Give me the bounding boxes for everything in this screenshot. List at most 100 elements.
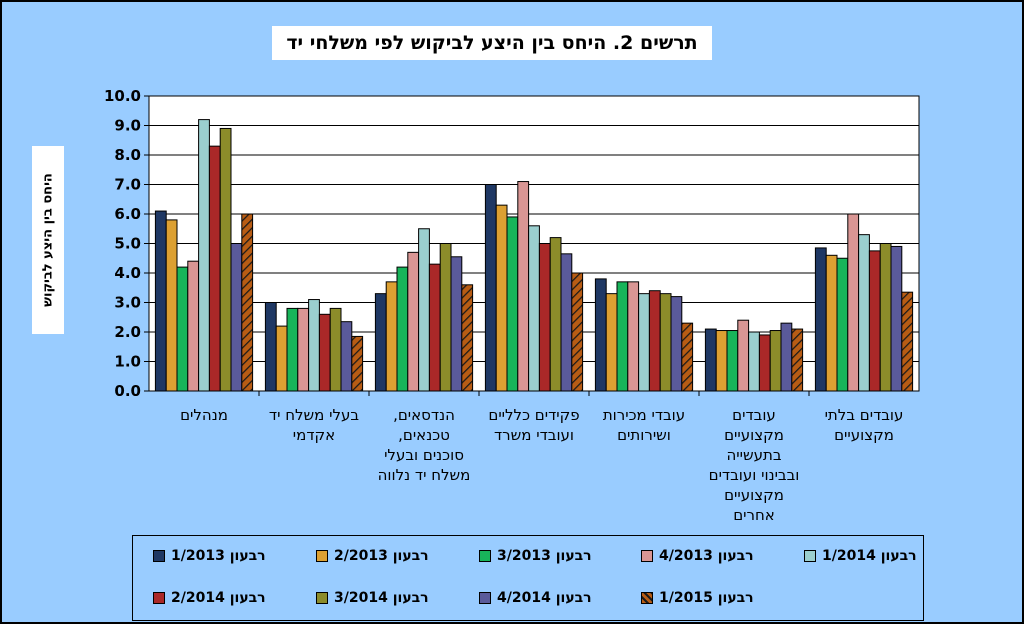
bar: [396, 266, 409, 392]
x-category-label: עובדי מכירות ושירותים: [603, 406, 685, 444]
x-category-label-line: מנהלים: [180, 406, 228, 424]
bar: [208, 145, 221, 392]
x-category-label: הנדסאים, טכנאים, סוכנים ובעלי משלח יד נלווה: [378, 406, 471, 484]
bar: [825, 254, 838, 392]
y-tick-label: 9.0: [114, 117, 141, 135]
legend-label: רבעון 3/2014: [334, 590, 429, 606]
legend-label: רבעון 2/2014: [171, 590, 266, 606]
bar: [814, 247, 827, 392]
bar: [648, 290, 661, 392]
bar: [748, 331, 760, 392]
y-tick-label: 7.0: [114, 176, 141, 194]
bar: [165, 219, 178, 392]
legend-swatch: [316, 592, 328, 604]
bar: [407, 251, 420, 392]
x-category-label-line: ובבינוי ועובדים: [709, 466, 800, 484]
bar: [571, 272, 584, 392]
x-category-label-line: סוכנים ובעלי: [384, 446, 464, 464]
bar: [264, 302, 277, 392]
x-category-label-line: משלח יד נלווה: [378, 466, 471, 484]
x-category-label-line: מקצועיים: [724, 486, 784, 504]
bar: [704, 328, 717, 392]
bar: [847, 213, 860, 392]
x-category-label-line: טכנאים,: [398, 426, 450, 444]
x-category-label: מנהלים: [180, 406, 228, 424]
x-category-label: בעלי משלח יד אקדמי: [269, 406, 359, 444]
legend-label: רבעון 1/2013: [171, 548, 266, 564]
legend-label: רבעון 3/2013: [497, 548, 592, 564]
legend-label: רבעון 1/2014: [822, 548, 917, 564]
bar: [450, 256, 463, 392]
bar: [670, 296, 683, 392]
x-category-label: עובדים מקצועיים בתעשייה ובבינוי ועובדים מקצו…: [709, 406, 800, 524]
legend-item: רבעון 3/2014: [316, 590, 429, 606]
chart-title: תרשים 2. היחס בין היצע לביקוש לפי משלחי …: [286, 32, 698, 54]
x-category-label-line: אחרים: [733, 506, 775, 524]
legend-label: רבעון 1/2015: [659, 590, 754, 606]
bar: [758, 334, 771, 392]
bar: [297, 307, 310, 392]
bar: [275, 325, 288, 392]
bar: [318, 313, 331, 392]
legend-label: רבעון 2/2013: [334, 548, 429, 564]
bar: [329, 307, 342, 392]
bar: [726, 330, 739, 392]
x-category-label-line: הנדסאים,: [393, 406, 455, 424]
legend-item: רבעון 1/2014: [804, 548, 917, 564]
bar: [506, 216, 519, 392]
bar: [484, 184, 497, 392]
bar: [439, 243, 452, 392]
bar: [858, 234, 870, 392]
legend-swatch: [641, 550, 653, 562]
bar: [495, 204, 508, 392]
chart-legend: רבעון 1/2013 רבעון 2/2013 רבעון 3/2013 רבעו…: [132, 535, 924, 621]
legend-label: רבעון 4/2013: [659, 548, 754, 564]
bar: [385, 281, 398, 392]
bar: [627, 281, 640, 392]
x-category-label-line: ועובדי משרד: [494, 426, 574, 444]
bar: [681, 322, 694, 392]
bar: [219, 127, 232, 392]
bar: [308, 299, 320, 392]
bar: [198, 119, 210, 392]
legend-item: רבעון 2/2013: [316, 548, 429, 564]
y-tick-label: 3.0: [114, 294, 141, 312]
x-category-label: עובדים בלתי מקצועיים: [825, 406, 904, 444]
bar: [780, 322, 793, 392]
bar: [176, 266, 189, 392]
legend-item: רבעון 2/2014: [153, 590, 266, 606]
legend-swatch: [153, 592, 165, 604]
y-tick-label: 1.0: [114, 353, 141, 371]
bar: [549, 237, 562, 392]
bar: [154, 210, 167, 392]
bar: [868, 250, 881, 392]
y-axis-label-box: היחס בין היצע לביקוש: [32, 146, 64, 334]
bar: [374, 293, 387, 392]
legend-swatch: [153, 550, 165, 562]
bar: [769, 330, 782, 392]
x-category-label-line: עובדי מכירות: [603, 406, 685, 424]
legend-item: רבעון 1/2015: [641, 590, 754, 606]
x-category-label-line: בתעשייה: [726, 446, 781, 464]
x-category-label-line: עובדים בלתי: [825, 406, 904, 424]
bar: [836, 257, 849, 392]
x-category-label-line: פקידים כלליים: [488, 406, 579, 424]
legend-swatch: [316, 550, 328, 562]
legend-item: רבעון 4/2013: [641, 548, 754, 564]
bar: [187, 260, 200, 392]
bar: [560, 253, 573, 392]
y-tick-label: 4.0: [114, 264, 141, 282]
bar: [418, 228, 430, 392]
bar: [286, 307, 299, 392]
x-category-label-line: בעלי משלח יד: [269, 406, 359, 424]
legend-swatch: [641, 592, 653, 604]
bar: [538, 243, 551, 392]
legend-item: רבעון 4/2014: [479, 590, 592, 606]
x-category-label: פקידים כלליים ועובדי משרד: [488, 406, 579, 444]
legend-swatch: [479, 550, 491, 562]
legend-label: רבעון 4/2014: [497, 590, 592, 606]
legend-swatch: [479, 592, 491, 604]
bar: [901, 291, 914, 392]
